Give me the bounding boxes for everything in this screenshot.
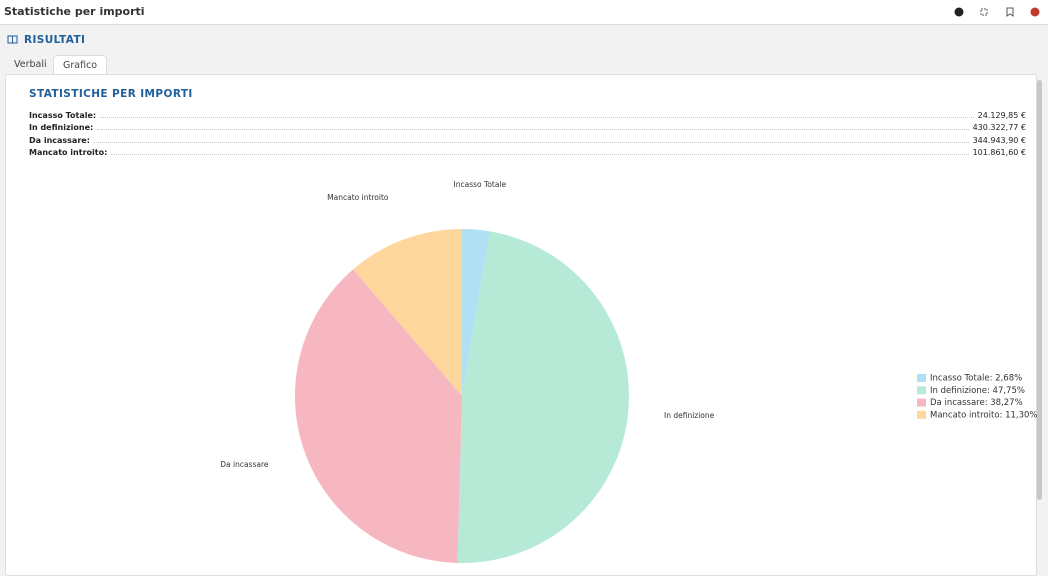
section-title: RISULTATI xyxy=(24,34,86,46)
help-icon[interactable] xyxy=(954,7,964,17)
legend-entry: Mancato introito: 11,30% xyxy=(930,410,1038,420)
row-value: 430.322,77 € xyxy=(972,123,1026,133)
summary-row: Da incassare: 344.943,90 € xyxy=(29,133,1026,145)
pie-slice xyxy=(353,229,462,396)
window-icons xyxy=(954,7,1040,17)
legend-swatch xyxy=(917,386,926,395)
pie-slice xyxy=(462,229,490,396)
window-title: Statistiche per importi xyxy=(4,5,145,18)
section-icon xyxy=(7,35,18,44)
slice-label: Mancato introito xyxy=(327,193,389,202)
row-value: 344.943,90 € xyxy=(972,135,1026,145)
legend-swatch xyxy=(917,398,926,407)
row-leader xyxy=(93,141,969,143)
row-value: 24.129,85 € xyxy=(977,111,1026,120)
pie-slice xyxy=(457,231,630,563)
bookmark-icon[interactable] xyxy=(1006,7,1014,17)
slice-label: In definizione xyxy=(664,411,715,420)
row-value: 101.861,60 € xyxy=(972,148,1026,158)
legend-entry: Incasso Totale: 2,68% xyxy=(930,374,1022,384)
row-label: In definizione: xyxy=(29,123,94,133)
summary-row: Mancato introito: 101.861,60 € xyxy=(29,145,1026,157)
slice-label: Da incassare xyxy=(220,460,269,469)
pie-slice xyxy=(294,269,462,563)
legend-swatch xyxy=(917,410,926,419)
fullscreen-icon[interactable] xyxy=(980,8,988,16)
tab-active[interactable]: Grafico xyxy=(53,55,108,75)
row-leader xyxy=(97,129,969,131)
row-label: Mancato introito: xyxy=(29,148,108,158)
tab[interactable]: Verbali xyxy=(14,59,47,70)
legend-entry: In definizione: 47,75% xyxy=(930,386,1025,396)
row-leader xyxy=(100,117,974,118)
header-bar: Statistiche per importi xyxy=(0,0,1048,25)
summary-row: Incasso Totale: 24.129,85 € xyxy=(29,108,1026,120)
legend-swatch xyxy=(917,374,926,382)
close-icon[interactable] xyxy=(1030,7,1040,17)
legend-entry: Da incassare: 38,27% xyxy=(930,398,1023,408)
row-label: Da incassare: xyxy=(29,135,90,145)
scrollbar[interactable] xyxy=(1037,80,1042,500)
stats-title: STATISTICHE PER IMPORTI xyxy=(29,88,193,100)
slice-label: Incasso Totale xyxy=(454,180,507,189)
row-leader xyxy=(111,154,969,156)
row-label: Incasso Totale: xyxy=(29,111,97,120)
summary-row: In definizione: 430.322,77 € xyxy=(29,120,1026,132)
